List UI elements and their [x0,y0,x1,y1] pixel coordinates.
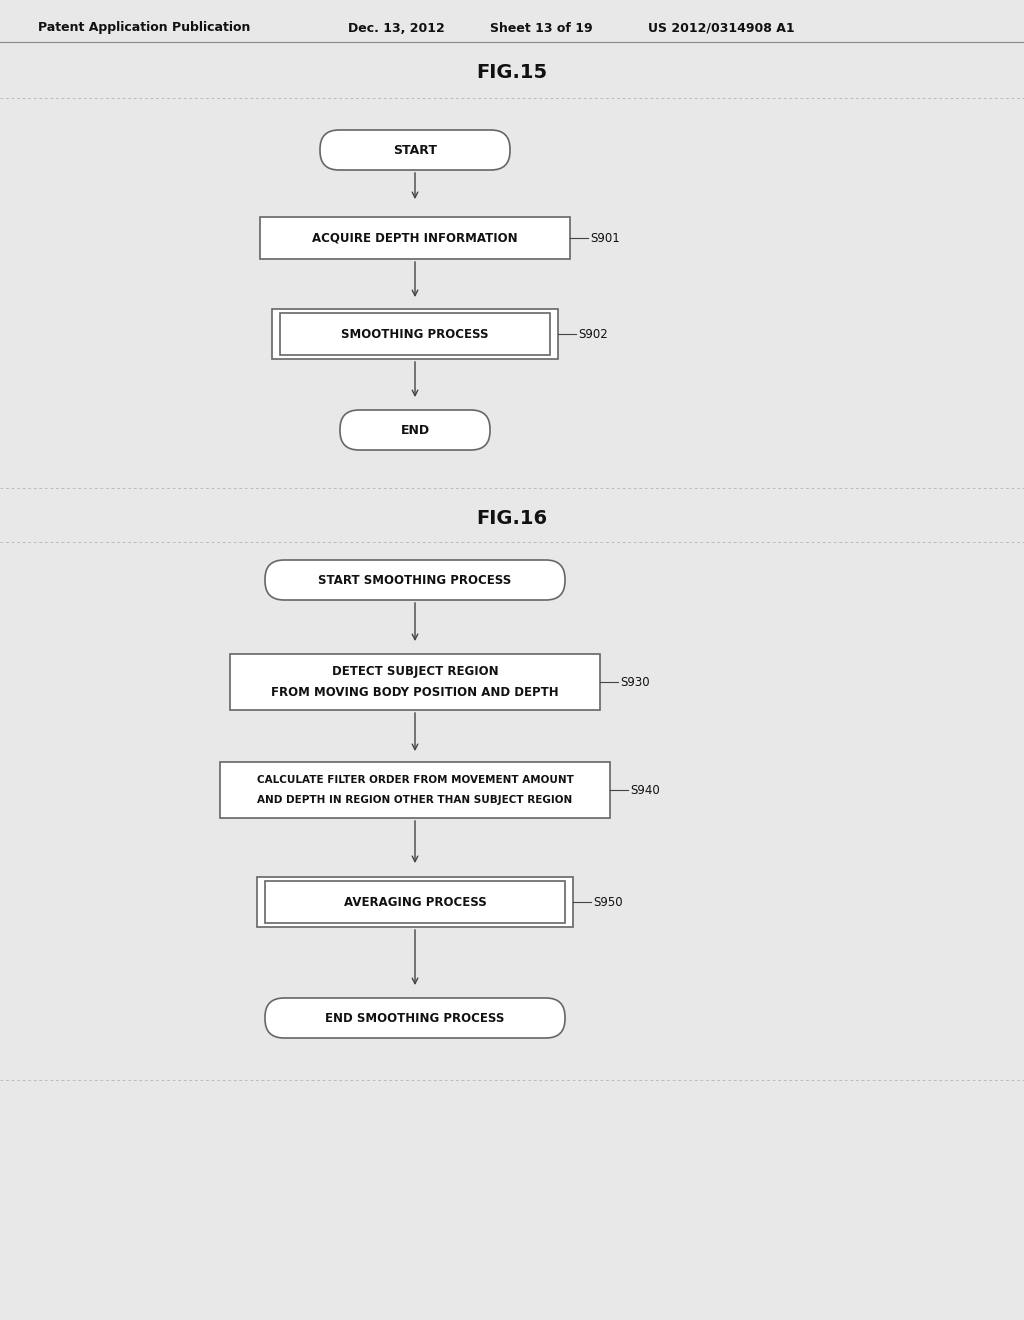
FancyBboxPatch shape [319,129,510,170]
Text: END: END [400,424,429,437]
Bar [272,309,558,359]
Text: US 2012/0314908 A1: US 2012/0314908 A1 [648,21,795,34]
Text: START SMOOTHING PROCESS: START SMOOTHING PROCESS [318,573,512,586]
Text: FIG.15: FIG.15 [476,62,548,82]
Bar [265,880,565,923]
Text: AND DEPTH IN REGION OTHER THAN SUBJECT REGION: AND DEPTH IN REGION OTHER THAN SUBJECT R… [257,795,572,805]
Bar [257,876,573,927]
Text: Dec. 13, 2012: Dec. 13, 2012 [348,21,444,34]
Text: S950: S950 [593,895,623,908]
Text: S940: S940 [630,784,659,796]
Text: ACQUIRE DEPTH INFORMATION: ACQUIRE DEPTH INFORMATION [312,231,518,244]
Bar [230,653,600,710]
Text: S901: S901 [590,231,620,244]
Bar [220,762,610,818]
Text: START: START [393,144,437,157]
FancyBboxPatch shape [265,560,565,601]
Text: S930: S930 [620,676,649,689]
Bar [260,216,570,259]
Text: AVERAGING PROCESS: AVERAGING PROCESS [344,895,486,908]
Text: SMOOTHING PROCESS: SMOOTHING PROCESS [341,327,488,341]
Text: S902: S902 [578,327,608,341]
Text: Patent Application Publication: Patent Application Publication [38,21,251,34]
FancyBboxPatch shape [340,411,490,450]
Text: DETECT SUBJECT REGION: DETECT SUBJECT REGION [332,665,499,678]
Text: FIG.16: FIG.16 [476,508,548,528]
FancyBboxPatch shape [265,998,565,1038]
Text: END SMOOTHING PROCESS: END SMOOTHING PROCESS [326,1011,505,1024]
Text: CALCULATE FILTER ORDER FROM MOVEMENT AMOUNT: CALCULATE FILTER ORDER FROM MOVEMENT AMO… [257,775,573,785]
Text: Sheet 13 of 19: Sheet 13 of 19 [490,21,593,34]
Text: FROM MOVING BODY POSITION AND DEPTH: FROM MOVING BODY POSITION AND DEPTH [271,685,559,698]
Bar [280,313,550,355]
